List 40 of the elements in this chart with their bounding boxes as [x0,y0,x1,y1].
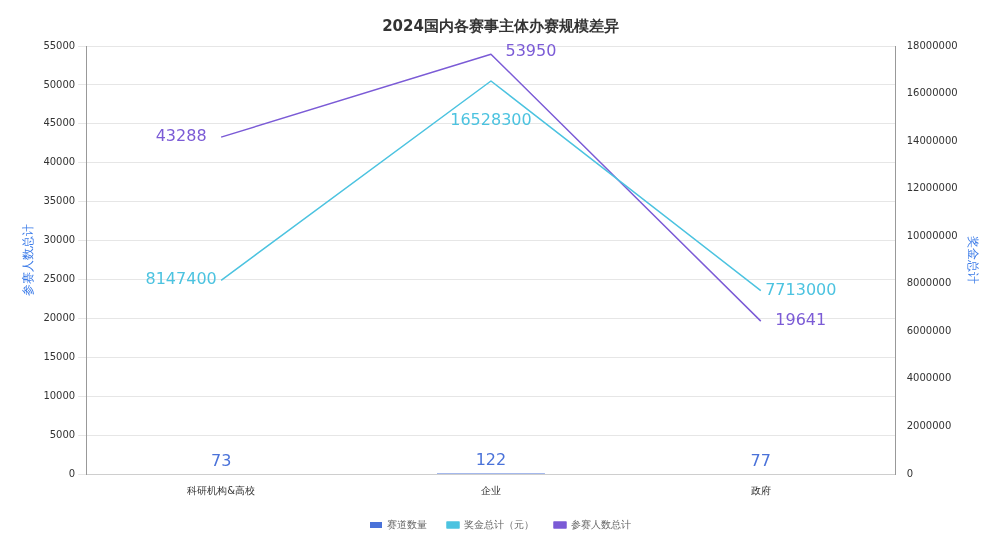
data-label: 19641 [775,310,827,330]
y-tick-label: 10000 [43,389,76,401]
y-tick-label: 45000 [43,117,76,129]
legend-label: 奖金总计（元） [464,518,534,530]
y-tick-label: 15000 [43,350,76,362]
y-tick-label: 25000 [43,273,76,285]
data-label: 53950 [505,41,557,61]
y-tick-label: 20000 [43,311,76,323]
y-tick-label: 50000 [43,78,76,90]
y2-tick-label: 12000000 [906,182,958,194]
data-label: 8147400 [145,269,217,289]
data-label: 122 [475,450,507,470]
data-label: 73 [210,450,232,470]
y-tick-label: 40000 [43,156,76,168]
y-tick-label: 55000 [43,39,76,51]
y2-tick-label: 6000000 [906,324,952,336]
y-tick-label: 35000 [43,195,76,207]
y-axis-title: 参赛人数总计 [21,224,36,296]
y2-tick-label: 16000000 [906,87,958,99]
y2-tick-label: 14000000 [906,134,958,146]
y2-tick-label: 2000000 [906,420,952,432]
y2-tick-label: 0 [906,467,914,479]
y2-tick-label: 10000000 [906,229,958,241]
data-label: 77 [750,450,771,470]
y2-tick-label: 8000000 [906,277,952,289]
data-label: 7713000 [765,279,837,299]
y-tick-label: 30000 [43,234,76,246]
y2-tick-label: 18000000 [906,39,958,51]
data-label: 16528300 [450,110,532,130]
y-tick-label: 5000 [49,428,76,440]
legend-label: 参赛人数总计 [571,518,631,530]
x-tick-label: 科研机构&高校 [187,484,256,496]
y-tick-label: 0 [68,467,76,479]
legend-label: 赛道数量 [387,518,427,530]
y2-axis-title: 奖金总计 [965,236,980,284]
x-tick-label: 企业 [480,484,501,496]
chart-title: 2024国内各赛事主体办赛规模差异 [382,16,619,35]
data-label: 43288 [155,126,207,146]
x-tick-label: 政府 [750,484,771,496]
y2-tick-label: 4000000 [906,372,952,384]
